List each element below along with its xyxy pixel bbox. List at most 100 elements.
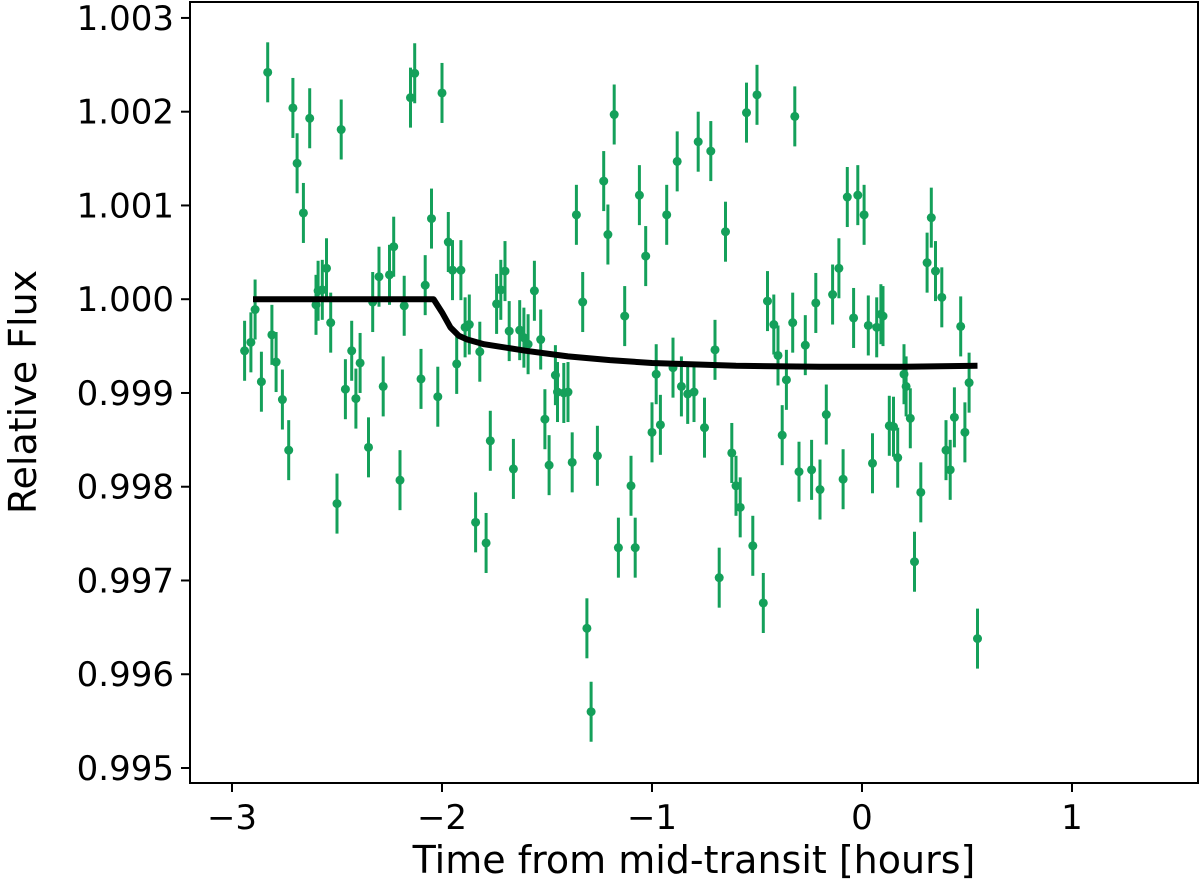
data-point [332,499,342,509]
data-point [406,93,415,103]
data-point [630,543,640,553]
data-point [634,190,644,200]
data-point [347,346,357,356]
data-point [592,451,602,461]
data-point [735,502,745,512]
data-point [355,358,365,368]
data-point [277,395,287,405]
data-point [763,296,772,306]
x-tick-label: −2 [417,798,467,838]
data-point [322,263,331,273]
data-point [964,378,974,388]
data-point [838,474,848,484]
data-point [475,347,485,357]
data-point [481,538,491,548]
data-point [752,90,762,100]
data-point [250,305,260,315]
data-point [336,125,346,135]
data-point [271,357,281,367]
data-point [437,88,447,98]
data-point [613,543,623,553]
data-point [305,113,315,123]
data-point [693,137,703,147]
data-point [714,573,724,583]
data-point [420,280,430,290]
data-point [567,457,577,467]
data-point [378,381,388,391]
data-point [790,111,800,121]
data-point [540,414,550,424]
data-point [492,299,502,309]
data-point [500,266,510,276]
data-point [800,340,810,350]
data-point [582,623,592,633]
data-point [267,330,277,340]
data-point [578,297,588,307]
data-point [326,318,336,328]
data-point [758,598,768,608]
y-tick-label: 0.998 [77,468,174,508]
data-point [868,458,877,468]
data-point [731,481,741,491]
data-point [292,158,302,168]
data-point [863,320,873,330]
data-point [448,265,457,275]
data-point [284,445,294,455]
x-tick-label: 1 [1061,798,1083,838]
x-tick-label: −1 [627,798,677,838]
data-point [651,369,661,379]
data-point [427,214,436,224]
data-point [519,333,529,343]
data-point [901,381,911,391]
data-point [849,313,859,323]
y-tick-label: 0.997 [77,561,174,601]
data-point [949,412,959,422]
data-point [889,422,898,432]
data-point [523,339,533,349]
data-point [641,251,651,261]
model-line [253,296,978,370]
data-point [748,541,758,551]
data-point [298,208,308,218]
data-point [910,557,919,567]
data-point [777,430,787,440]
data-point [842,192,852,202]
y-tick-label: 1.000 [77,280,174,320]
y-tick-label: 1.002 [77,93,174,133]
data-point [853,190,863,200]
data-point [456,265,466,275]
data-point [471,517,481,527]
data-point [937,292,947,302]
x-axis-label: Time from mid-transit [hours] [412,838,976,882]
data-point [893,453,903,463]
data-point [945,465,955,475]
data-point [700,423,709,433]
data-point [788,318,798,328]
data-point [571,210,581,220]
data-point [956,321,966,331]
data-point [710,345,720,355]
data-point [769,320,779,330]
data-point [599,176,609,186]
y-axis-label: Relative Flux [1,270,45,514]
data-point [773,350,783,360]
data-point [721,227,730,237]
y-tick-label: 0.995 [77,749,174,789]
data-point [781,375,791,385]
data-point [706,146,716,156]
data-point [288,103,298,113]
data-point [496,285,506,295]
data-point [452,359,462,369]
data-point [834,263,844,273]
x-tick-label: 0 [851,798,873,838]
data-point [256,377,266,387]
data-point [973,634,982,644]
data-point [389,242,399,252]
data-point [620,311,630,321]
data-point [689,387,699,397]
data-point [676,381,686,391]
data-point [815,485,825,495]
data-point [399,301,409,311]
data-point [515,325,525,335]
